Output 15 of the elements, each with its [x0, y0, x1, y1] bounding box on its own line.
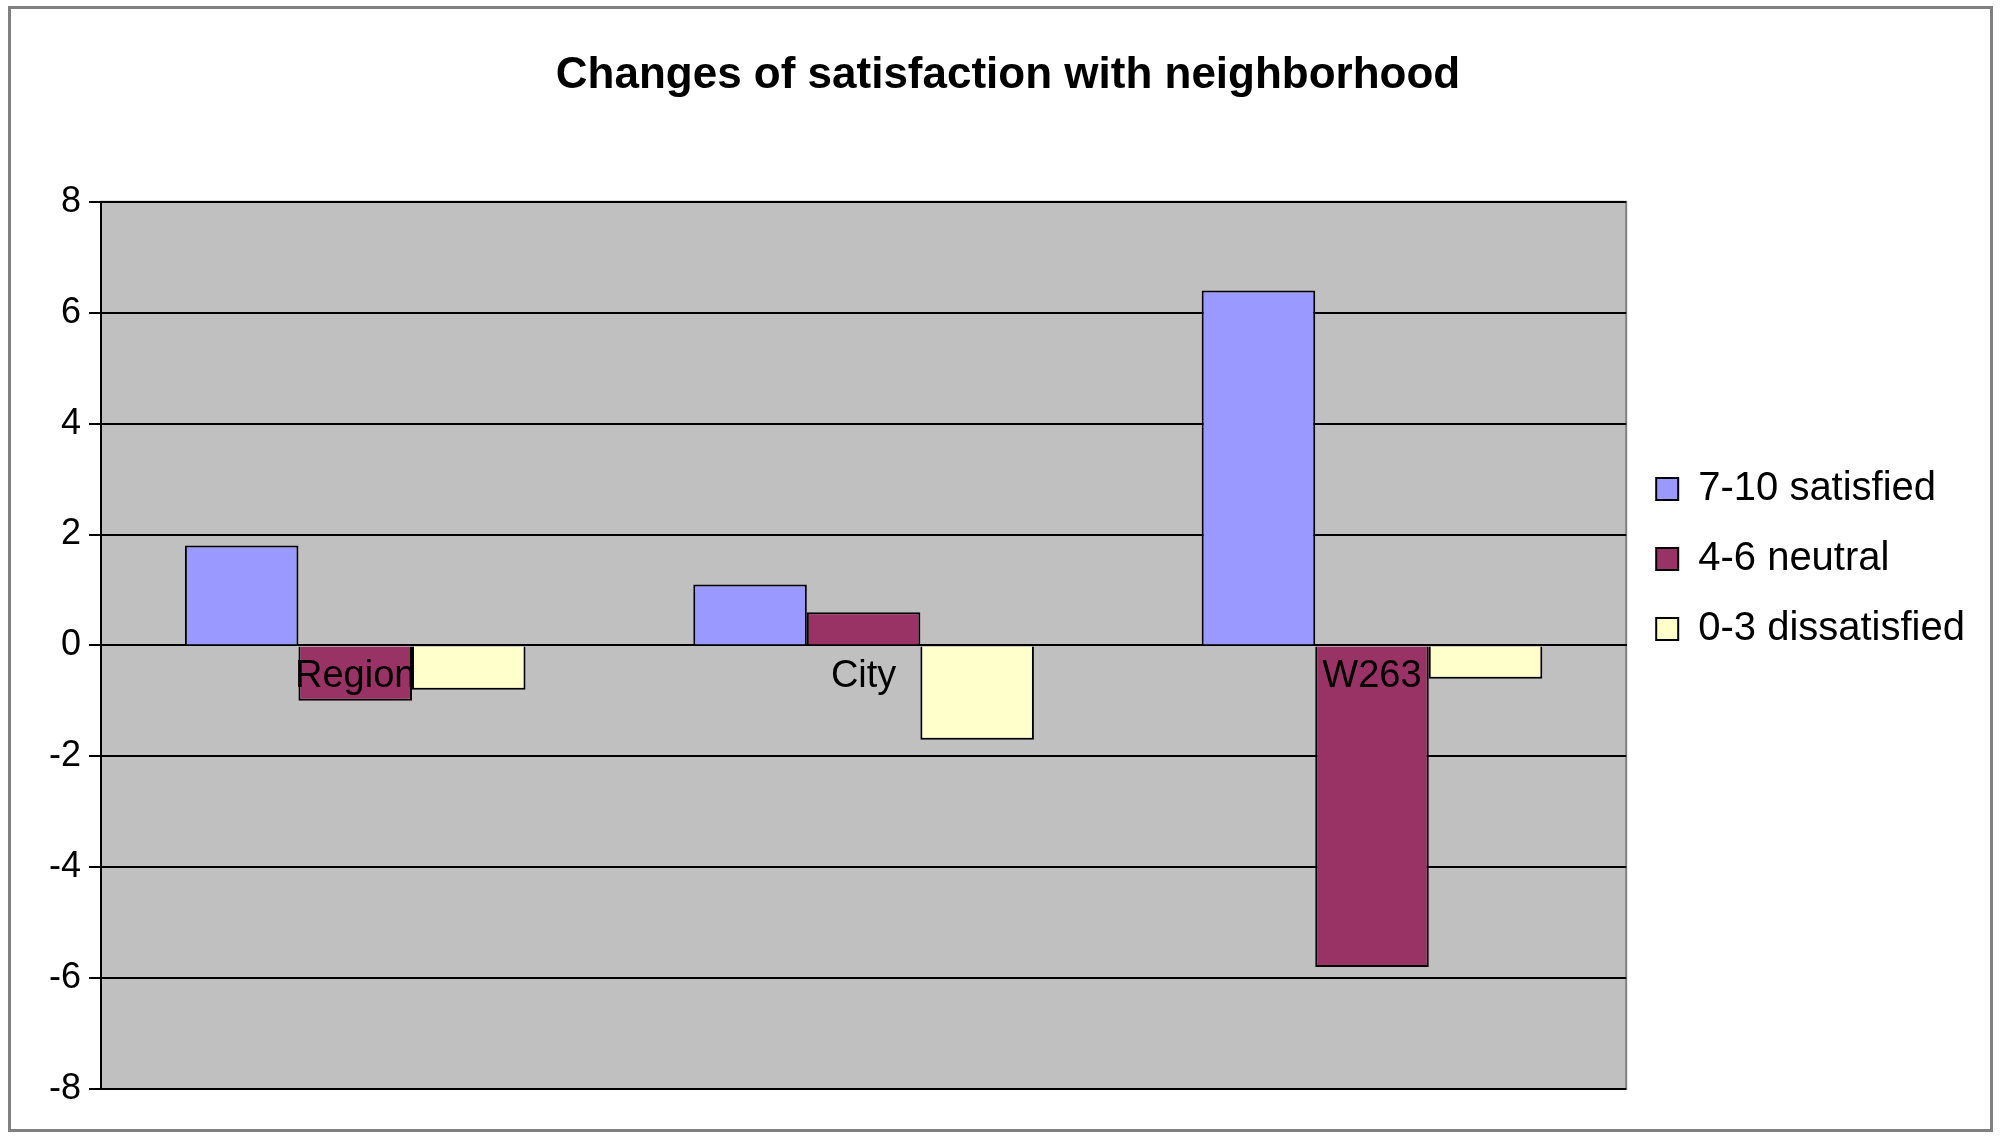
legend-label: 0-3 dissatisfied [1698, 604, 1965, 649]
y-tick-label: 0 [60, 622, 82, 664]
chart-title: Changes of satisfaction with neighborhood [555, 47, 1461, 97]
y-tick-label: 8 [60, 178, 82, 220]
y-tick-label: 6 [60, 289, 82, 331]
y-tick-label: 2 [60, 511, 82, 553]
x-tick-label: W263 [1322, 652, 1422, 695]
y-tick-label: 4 [60, 400, 82, 442]
x-tick-label: City [830, 652, 897, 695]
legend-label: 7-10 satisfied [1698, 464, 1937, 509]
y-tick-label: -4 [48, 844, 82, 886]
y-tick-label: -6 [48, 955, 82, 997]
y-tick-label: -8 [48, 1065, 82, 1107]
legend-label: 4-6 neutral [1698, 534, 1890, 579]
y-tick-label: -2 [48, 733, 82, 775]
